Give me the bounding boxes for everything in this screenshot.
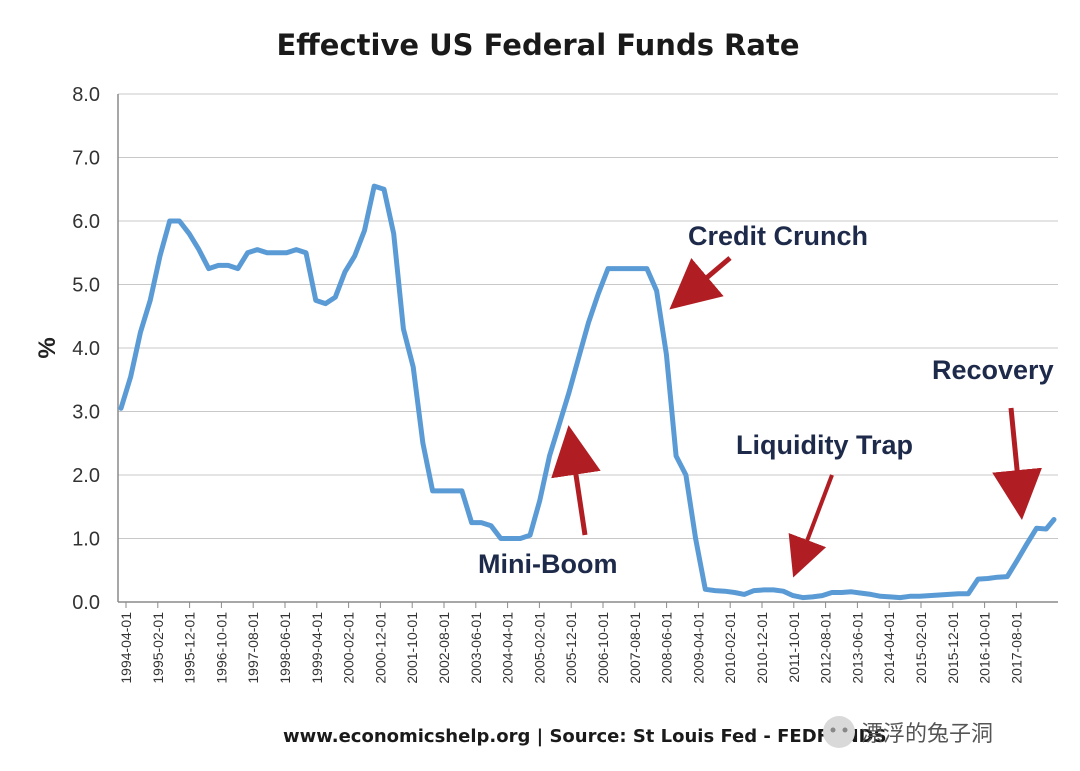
y-tick-label: 4.0 <box>72 338 100 360</box>
y-axis-label: % <box>34 337 61 358</box>
y-tick-label: 0.0 <box>72 592 100 614</box>
x-tick-label: 2006-10-01 <box>595 612 611 684</box>
x-tick-label: 2016-10-01 <box>977 612 993 684</box>
x-tick-label: 2007-08-01 <box>627 612 643 684</box>
x-axis-tick-labels: 1994-04-01 1995-02-01 1995-12-01 1996-10-01… <box>118 602 1024 684</box>
x-tick-label: 2003-06-01 <box>468 612 484 684</box>
gridlines <box>117 93 1058 603</box>
x-tick-label: 2010-12-01 <box>754 612 770 684</box>
annotation-credit-crunch: Credit Crunch <box>688 221 868 251</box>
x-tick-label: 2010-02-01 <box>722 612 738 684</box>
x-tick-label: 2005-12-01 <box>563 612 579 684</box>
x-tick-label: 2000-02-01 <box>341 612 357 684</box>
arrow-recovery <box>992 407 1042 520</box>
annotation-mini-boom: Mini-Boom <box>478 549 617 579</box>
y-tick-label: 1.0 <box>72 529 100 551</box>
x-tick-label: 2014-04-01 <box>881 612 897 684</box>
y-tick-label: 2.0 <box>72 465 100 487</box>
x-tick-label: 2015-02-01 <box>913 612 929 684</box>
arrow-mini-boom <box>551 425 601 536</box>
x-tick-label: 2017-08-01 <box>1008 612 1024 684</box>
x-tick-label: 2011-10-01 <box>786 612 802 683</box>
y-tick-label: 3.0 <box>72 402 100 424</box>
x-tick-label: 1996-10-01 <box>213 612 229 684</box>
x-tick-label: 2008-06-01 <box>659 612 675 684</box>
x-tick-label: 1995-02-01 <box>150 612 166 684</box>
y-tick-label: 7.0 <box>72 148 100 170</box>
watermark-text: 漂浮的兔子洞 <box>861 722 993 747</box>
y-tick-label: 6.0 <box>72 211 100 233</box>
x-tick-label: 1998-06-01 <box>277 612 293 684</box>
x-tick-label: 1995-12-01 <box>182 612 198 684</box>
source-caption: www.economicshelp.org | Source: St Louis… <box>283 726 887 747</box>
x-tick-label: 2005-02-01 <box>531 612 547 684</box>
x-tick-label: 2002-08-01 <box>436 612 452 684</box>
x-tick-label: 1997-08-01 <box>245 612 261 684</box>
watermark-chat-icon <box>823 716 855 748</box>
x-tick-label: 2000-12-01 <box>372 612 388 684</box>
x-tick-label: 2009-04-01 <box>690 612 706 684</box>
y-axis-tick-labels: 0.0 1.0 2.0 3.0 4.0 5.0 6.0 7.0 8.0 <box>72 84 100 614</box>
x-tick-label: 2004-04-01 <box>500 612 516 684</box>
x-tick-label: 2001-10-01 <box>404 612 420 684</box>
annotation-liquidity-trap: Liquidity Trap <box>736 430 913 460</box>
x-tick-label: 2013-06-01 <box>849 612 865 684</box>
arrow-liquidity-trap <box>788 474 834 578</box>
annotation-recovery: Recovery <box>932 355 1054 385</box>
y-tick-label: 5.0 <box>72 275 100 297</box>
series-line-fed-funds-rate <box>118 183 1057 601</box>
x-tick-label: 2015-12-01 <box>945 612 961 684</box>
x-tick-label: 1999-04-01 <box>309 612 325 684</box>
watermark: 漂浮的兔子洞 <box>823 716 993 748</box>
x-tick-label: 2012-08-01 <box>818 612 834 684</box>
x-tick-label: 1994-04-01 <box>118 612 134 684</box>
chart-title: Effective US Federal Funds Rate <box>276 28 799 62</box>
arrow-credit-crunch <box>669 256 732 310</box>
series-group <box>118 183 1057 601</box>
y-tick-label: 8.0 <box>72 84 100 106</box>
